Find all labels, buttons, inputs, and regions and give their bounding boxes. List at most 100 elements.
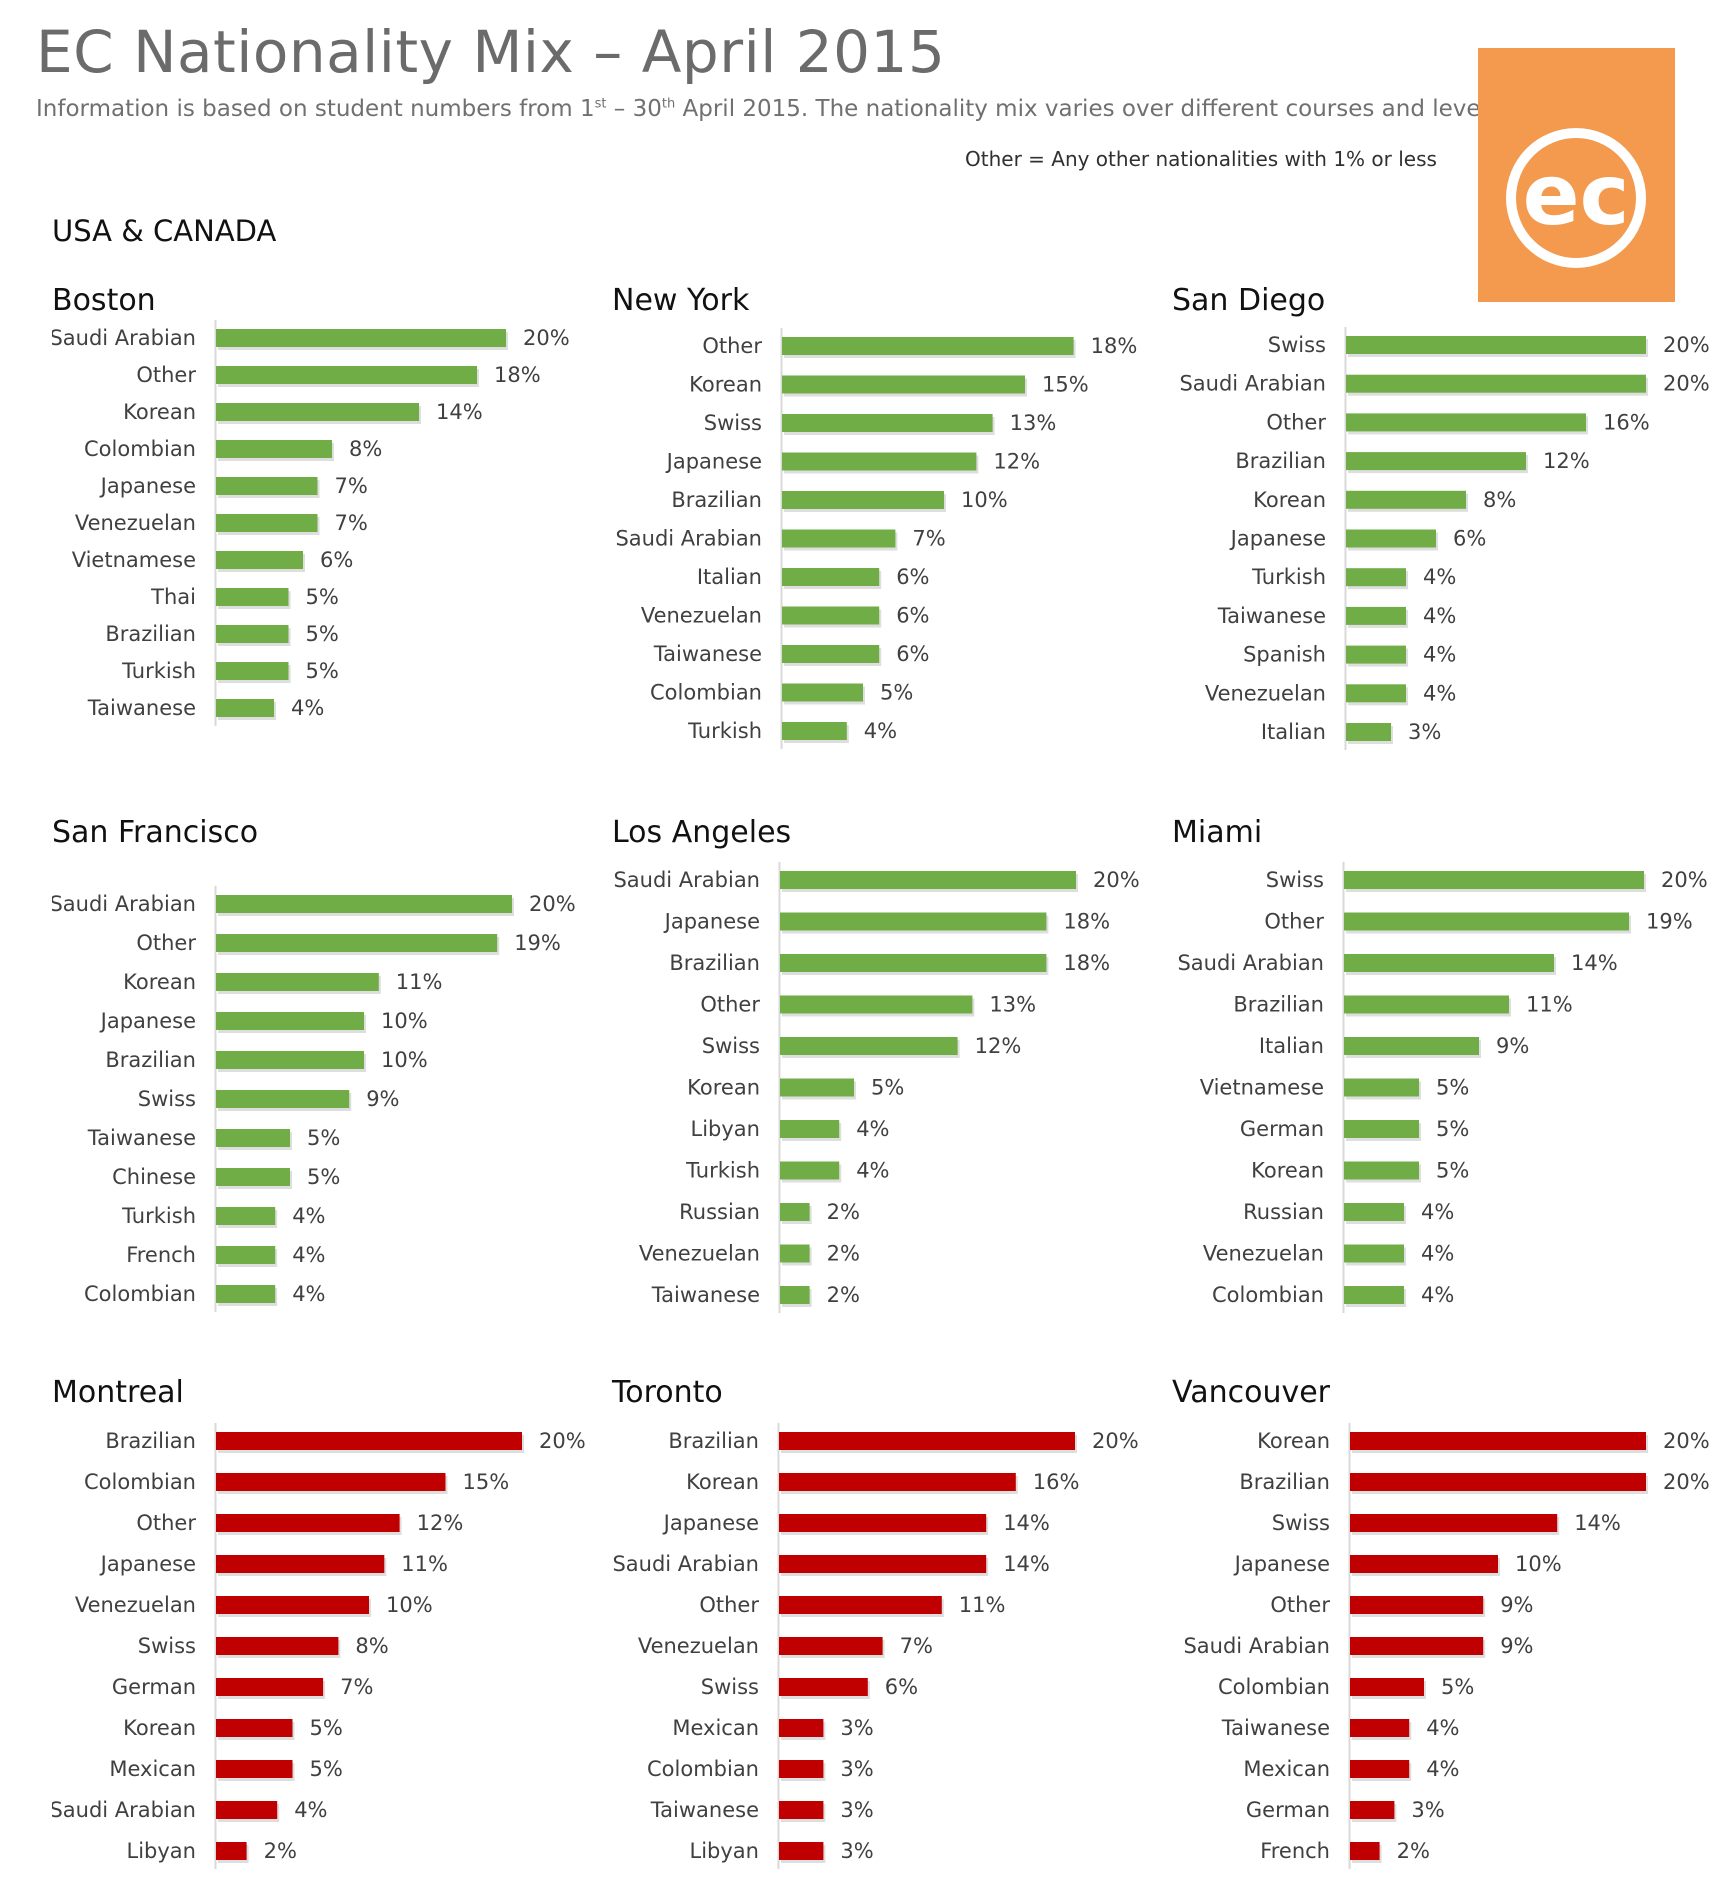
chart-title-san-francisco: San Francisco [52,815,259,850]
bar [216,1129,290,1147]
bar [779,1760,824,1778]
bar [216,1555,385,1573]
category-label: Saudi Arabian [52,326,196,350]
value-label: 16% [1033,1470,1080,1494]
bar-chart-vancouver: Korean 20% Brazilian 20% Swiss 14% Japanese 10%… [1183,1423,1710,1869]
chart-panel-boston: Boston Saudi Arabian 20% Other 18% Korean 14% C… [52,283,592,803]
bar [780,1161,840,1180]
value-label: 5% [1436,1076,1469,1100]
bar [780,954,1047,972]
value-label: 6% [896,642,929,666]
value-label: 7% [912,527,945,551]
subtitle-sup-1: st [594,96,607,112]
value-label: 2% [827,1283,860,1307]
bar [1346,645,1406,664]
category-label: Korean [686,1470,759,1494]
chart-title-new-york: New York [612,283,750,318]
category-label: Venezuelan [1205,681,1326,705]
bar-chart-san-diego: Swiss 20% Saudi Arabian 20% Other 16% Brazilia… [1179,327,1710,750]
bar-chart-los-angeles: Saudi Arabian 20% Japanese 18% Brazilian 18% O… [613,862,1140,1313]
category-label: Other [1270,1593,1330,1617]
bar-chart-miami: Swiss 20% Other 19% Saudi Arabian 14% Brazilia… [1177,862,1708,1313]
value-label: 14% [1003,1511,1050,1535]
category-label: Colombian [1218,1675,1330,1699]
category-label: Brazilian [671,488,762,512]
bar [216,1596,369,1614]
category-label: Other [136,931,196,955]
category-label: Korean [689,373,762,397]
value-label: 6% [896,604,929,628]
bar [779,1719,824,1737]
value-label: 6% [885,1675,918,1699]
bar [216,1473,446,1491]
bar [1344,1161,1419,1180]
value-label: 11% [1526,993,1573,1017]
value-label: 12% [1543,449,1590,473]
category-label: Libyan [690,1839,759,1863]
bar [1346,413,1586,432]
value-label: 4% [864,719,897,743]
value-label: 5% [306,622,339,646]
bar [1350,1760,1410,1778]
bar [1350,1801,1395,1819]
category-label: Taiwanese [87,1126,196,1150]
bar [780,912,1047,931]
category-label: Taiwanese [1221,1716,1330,1740]
category-label: Swiss [1266,868,1324,892]
bar [1350,1432,1646,1450]
bar [216,1207,276,1225]
category-label: Chinese [112,1165,196,1189]
value-label: 4% [292,1243,325,1267]
value-label: 3% [1408,720,1441,744]
bar [1344,1203,1404,1221]
bar [1346,606,1406,625]
bar-chart-san-francisco: Saudi Arabian 20% Other 19% Korean 11% Japanes… [52,886,576,1312]
value-label: 5% [1436,1117,1469,1141]
category-label: Other [699,1593,759,1617]
value-label: 5% [1436,1159,1469,1183]
value-label: 18% [1091,334,1138,358]
bar [779,1596,942,1614]
value-label: 2% [827,1200,860,1224]
bar [216,1432,522,1450]
category-label: Colombian [1212,1283,1324,1307]
chart-panel-vancouver: Vancouver Korean 20% Brazilian 20% Swiss 14% Ja… [1172,1375,1712,1895]
value-label: 18% [494,363,541,387]
category-label: Turkish [121,1204,196,1228]
bar [216,1719,293,1737]
subtitle-text-2: – 30 [606,96,662,122]
value-label: 10% [961,488,1008,512]
value-label: 6% [320,548,353,572]
category-label: Turkish [1251,565,1326,589]
category-label: Colombian [84,437,196,461]
value-label: 20% [1092,1429,1139,1453]
bar-chart-boston: Saudi Arabian 20% Other 18% Korean 14% Colombi… [52,320,570,726]
bar [216,1760,293,1778]
category-label: Korean [1251,1159,1324,1183]
value-label: 4% [1423,565,1456,589]
chart-panel-montreal: Montreal Brazilian 20% Colombian 15% Other 12%… [52,1375,592,1895]
chart-title-toronto: Toronto [612,1375,723,1410]
value-label: 19% [1646,910,1693,934]
chart-title-san-diego: San Diego [1172,283,1326,318]
category-label: Saudi Arabian [1183,1634,1330,1658]
category-label: Brazilian [105,622,196,646]
chart-panel-toronto: Toronto Brazilian 20% Korean 16% Japanese 14% S… [612,1375,1152,1895]
value-label: 10% [386,1593,433,1617]
bar-chart-new-york: Other 18% Korean 15% Swiss 13% Japanese 12% Braz… [615,328,1138,749]
bar [216,1051,364,1069]
bar [1346,452,1526,471]
bar [216,1012,364,1030]
bar [782,722,847,740]
bar [1346,684,1406,703]
category-label: Other [1266,410,1326,434]
value-label: 4% [1421,1283,1454,1307]
subtitle-text-3: April 2015. The nationality mix varies o… [675,96,1507,122]
chart-panel-san-diego: San Diego Swiss 20% Saudi Arabian 20% Other 16… [1172,283,1712,803]
bar [780,1037,958,1055]
value-label: 10% [381,1009,428,1033]
category-label: Saudi Arabian [615,527,762,551]
value-label: 10% [381,1048,428,1072]
value-label: 4% [856,1117,889,1141]
value-label: 12% [417,1511,464,1535]
